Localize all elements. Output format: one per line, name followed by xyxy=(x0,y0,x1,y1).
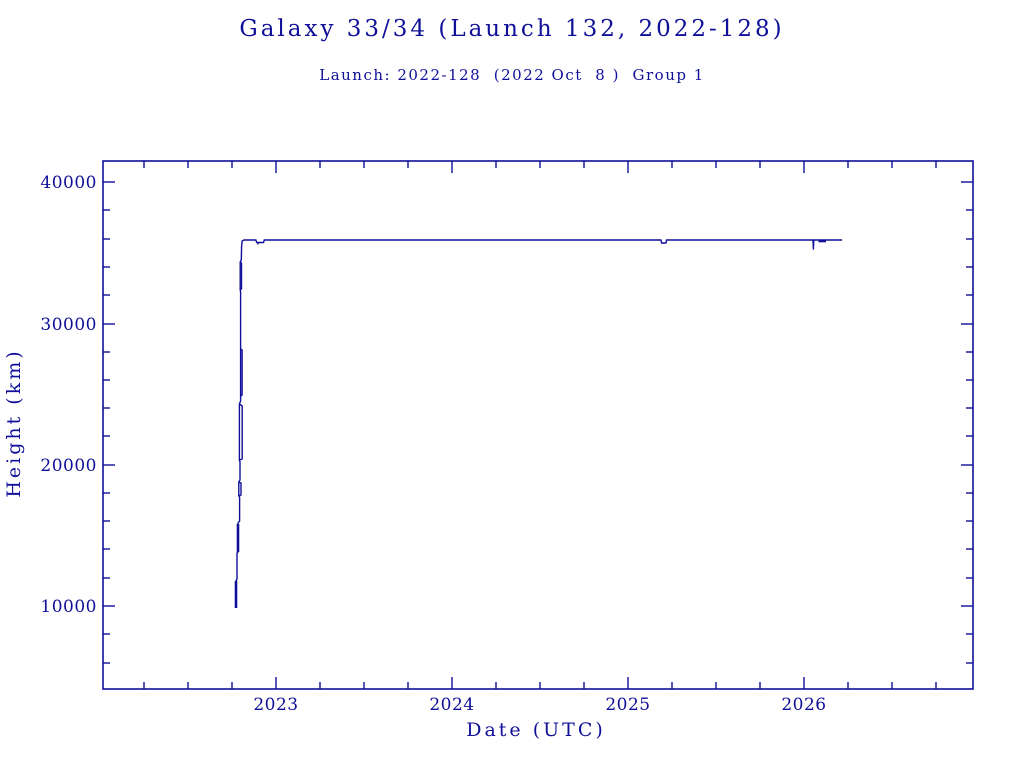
height-trace xyxy=(240,348,243,397)
height-trace xyxy=(235,239,842,608)
x-tick-label: 2025 xyxy=(605,695,650,715)
y-tick-label: 40000 xyxy=(40,173,97,193)
y-tick-label: 10000 xyxy=(40,597,97,617)
x-tick-label: 2026 xyxy=(781,695,826,715)
x-tick-label: 2023 xyxy=(253,695,298,715)
chart-title: Galaxy 33/34 (Launch 132, 2022-128) xyxy=(239,16,785,42)
y-tick-label: 30000 xyxy=(40,315,97,335)
y-tick-label: 20000 xyxy=(40,456,97,476)
plot-box xyxy=(102,160,974,690)
height-trace xyxy=(239,261,243,291)
chart-subtitle: Launch: 2022-128 (2022 Oct 8 ) Group 1 xyxy=(319,66,705,84)
y-axis-title: Height (km) xyxy=(3,348,25,498)
height-trace xyxy=(238,403,243,461)
height-trace xyxy=(238,481,242,497)
x-axis-title: Date (UTC) xyxy=(466,719,606,741)
x-tick-label: 2024 xyxy=(429,695,474,715)
